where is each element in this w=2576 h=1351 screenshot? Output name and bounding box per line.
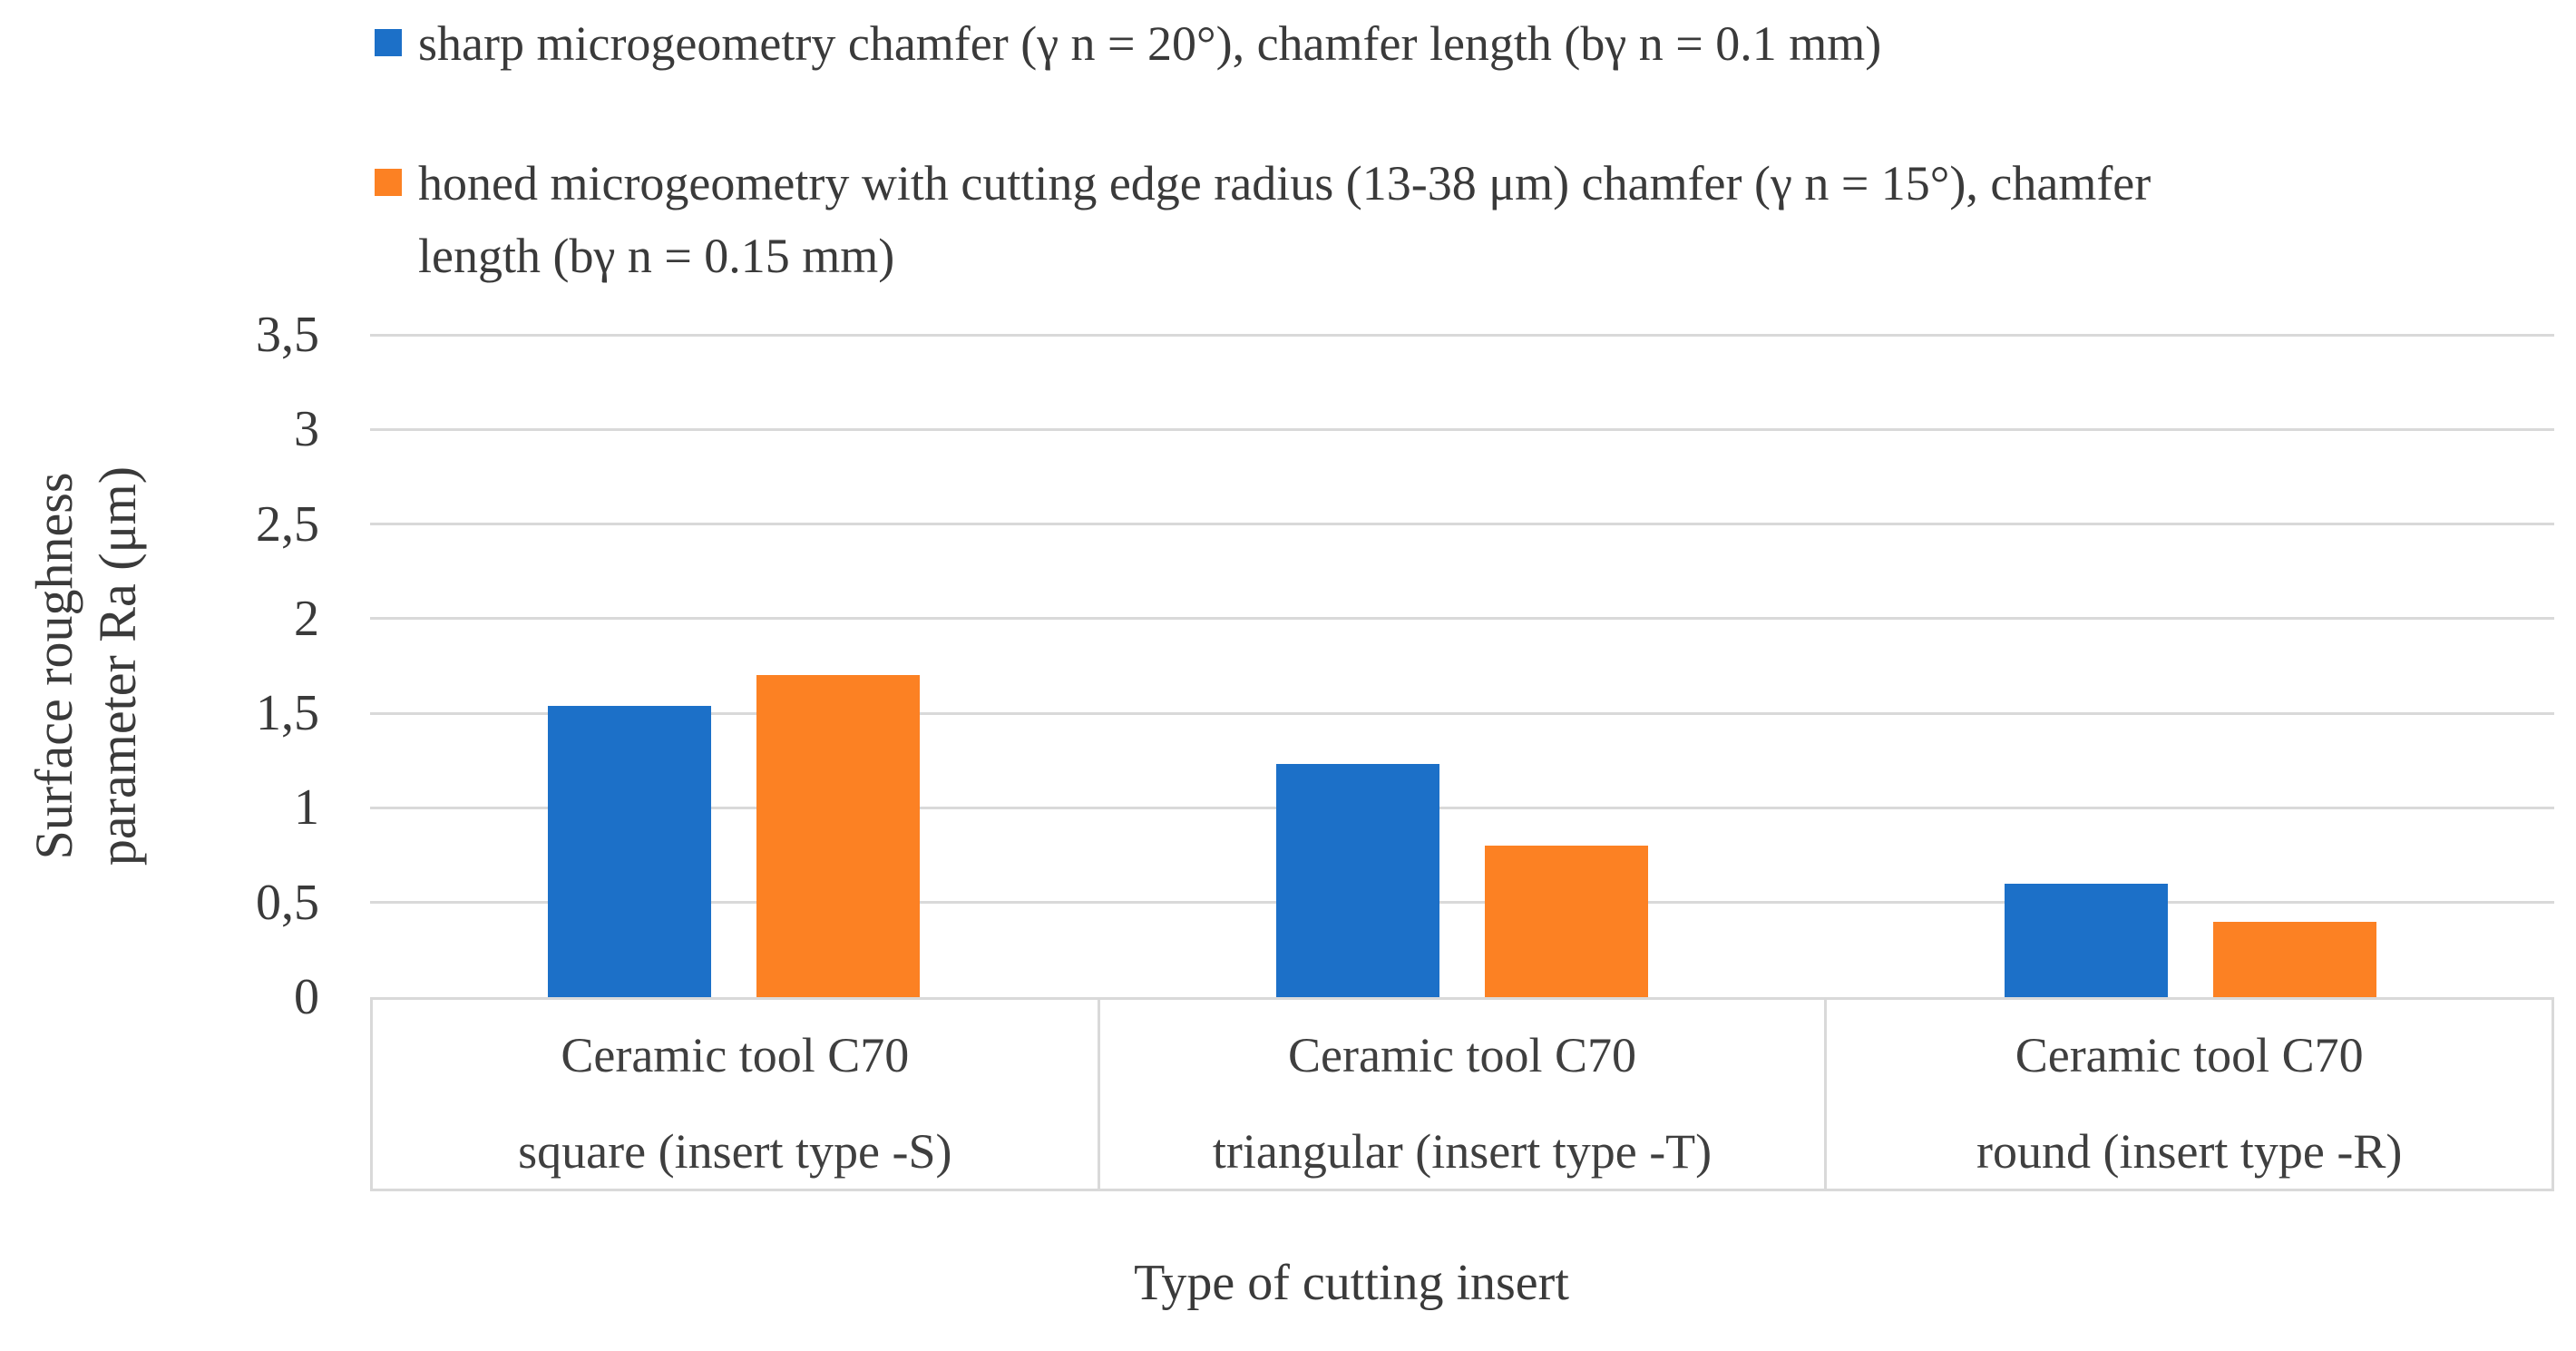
bar-honed-round xyxy=(2212,921,2376,997)
category-insert-type: round (insert type -R) xyxy=(1976,1124,2403,1179)
category-label-round: Ceramic tool C70 round (insert type -R) xyxy=(1824,1000,2552,1189)
legend-label-sharp: sharp microgeometry chamfer (γ n = 20°),… xyxy=(418,7,1881,80)
gridline xyxy=(370,901,2554,905)
category-tool-name: Ceramic tool C70 xyxy=(561,1028,910,1082)
bar-sharp-round xyxy=(2004,883,2168,997)
category-axis: Ceramic tool C70 square (insert type -S)… xyxy=(370,997,2554,1191)
bar-honed-square xyxy=(756,675,921,997)
bar-sharp-triangular xyxy=(1276,764,1439,997)
category-label-triangular: Ceramic tool C70 triangular (insert type… xyxy=(1097,1000,1825,1189)
y-axis-tick-label: 0 xyxy=(294,969,319,1025)
category-tool-name: Ceramic tool C70 xyxy=(2015,1028,2364,1082)
y-axis-tick-label: 1,5 xyxy=(256,685,319,742)
x-axis-title: Type of cutting insert xyxy=(1134,1255,1569,1311)
gridline xyxy=(370,523,2554,526)
category-label-square: Ceramic tool C70 square (insert type -S) xyxy=(373,1000,1098,1189)
legend-label-honed: honed microgeometry with cutting edge ra… xyxy=(418,147,2151,292)
y-axis-tick-label: 2 xyxy=(294,590,319,647)
legend-item-honed: honed microgeometry with cutting edge ra… xyxy=(375,147,2151,292)
bar-sharp-square xyxy=(548,705,712,997)
y-axis-tick-label: 0,5 xyxy=(256,874,319,931)
gridline xyxy=(370,617,2554,621)
category-insert-type: triangular (insert type -T) xyxy=(1212,1124,1712,1179)
gridline xyxy=(370,333,2554,337)
legend-marker xyxy=(375,169,402,196)
plot-area xyxy=(370,333,2554,997)
y-axis-tick-label: 1 xyxy=(294,779,319,837)
y-axis-tick-label: 3 xyxy=(294,401,319,458)
category-insert-type: square (insert type -S) xyxy=(518,1124,952,1179)
gridline xyxy=(370,711,2554,715)
gridline xyxy=(370,427,2554,431)
legend-item-sharp: sharp microgeometry chamfer (γ n = 20°),… xyxy=(375,7,1881,80)
y-axis-title-line1: Surface roughness xyxy=(24,472,83,860)
y-axis-tick-label: 3,5 xyxy=(256,307,319,363)
legend-label-line: honed microgeometry with cutting edge ra… xyxy=(418,156,2152,210)
legend-marker xyxy=(375,29,402,56)
legend-label-line: length (bγ n = 0.15 mm) xyxy=(418,229,895,283)
bar-honed-triangular xyxy=(1485,846,1648,997)
y-axis-tick-label: 2,5 xyxy=(256,495,319,553)
legend-label-line: sharp microgeometry chamfer (γ n = 20°),… xyxy=(418,16,1882,71)
category-tool-name: Ceramic tool C70 xyxy=(1288,1028,1636,1082)
gridline xyxy=(370,806,2554,809)
